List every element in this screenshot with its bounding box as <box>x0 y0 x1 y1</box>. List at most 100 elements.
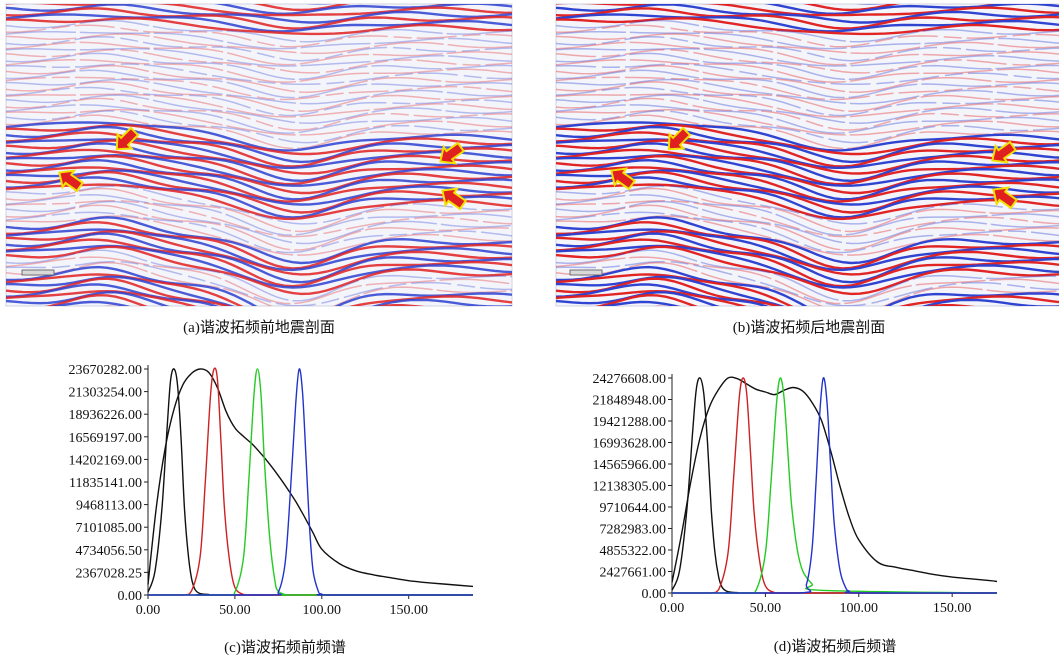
seismic-reflector <box>556 265 1059 306</box>
seismic-reflector <box>556 185 1059 225</box>
seismic-reflector <box>556 121 1059 152</box>
seismic-reflector <box>556 114 1059 150</box>
seismic-reflector <box>556 13 1059 33</box>
seismic-reflector <box>556 193 1059 236</box>
seismic-section-before <box>5 3 513 307</box>
seismic-reflector <box>556 245 1059 296</box>
seismic-reflector <box>6 176 512 219</box>
y-tick-label: 23670282.00 <box>69 363 143 378</box>
spectrum-series-line-0 <box>147 368 474 588</box>
seismic-reflector <box>6 260 512 306</box>
y-tick-label: 16993628.00 <box>593 436 667 451</box>
spectrum-series-line-3 <box>148 368 473 596</box>
seismic-reflector <box>6 108 512 136</box>
seismic-reflector <box>556 232 1059 284</box>
seismic-reflector <box>556 30 1059 50</box>
seismic-reflector <box>6 142 512 183</box>
seismic-reflector <box>556 52 1059 80</box>
y-tick-label: 2367028.25 <box>76 566 143 581</box>
seismic-reflector <box>556 78 1059 105</box>
seismic-reflector <box>6 277 425 306</box>
seismic-reflector <box>6 59 512 83</box>
seismic-reflector <box>6 193 512 236</box>
seismic-reflector <box>556 158 1059 201</box>
seismic-before-reflectors <box>6 4 512 306</box>
seismic-reflector <box>556 17 1059 36</box>
seismic-reflector <box>556 94 1059 124</box>
seismic-reflector <box>6 7 512 30</box>
y-tick-label: 0.00 <box>642 587 667 602</box>
seismic-reflector <box>6 36 512 62</box>
seismic-reflector <box>6 52 512 80</box>
seismic-reflector <box>6 86 512 117</box>
x-tick-label: 0.00 <box>660 601 685 616</box>
seismic-reflector <box>6 283 219 306</box>
spectrum-series-line-1 <box>147 368 473 596</box>
seismic-section-after <box>555 3 1059 307</box>
seismic-reflector <box>556 76 1059 101</box>
arrow-marker <box>115 126 140 151</box>
seismic-reflector <box>6 187 512 233</box>
y-tick-label: 12138305.00 <box>593 480 667 495</box>
x-tick-label: 0.00 <box>136 603 161 618</box>
seismic-reflector <box>556 24 1059 48</box>
arrow-marker <box>610 167 637 191</box>
seismic-reflector <box>6 249 512 302</box>
seismic-reflector <box>556 108 1059 136</box>
seismic-reflector <box>556 63 1059 86</box>
y-tick-label: 21303254.00 <box>69 386 143 401</box>
seismic-reflector <box>6 148 512 186</box>
seismic-reflector <box>6 245 512 296</box>
spectrum-chart-before: 0.00 2367028.25 4734056.50 7101085.00 946811… <box>69 363 474 618</box>
seismic-reflector <box>556 153 1059 187</box>
seismic-reflector <box>6 104 512 134</box>
arrow-marker <box>441 187 468 211</box>
seismic-reflector <box>556 204 1059 251</box>
seismic-reflector <box>6 17 512 36</box>
seismic-reflector <box>556 200 1059 245</box>
seismic-reflector <box>556 64 1059 93</box>
seismic-reflector <box>556 4 1059 24</box>
seismic-after-reflectors <box>556 4 1059 306</box>
y-tick-label: 7282983.00 <box>600 523 667 538</box>
spectrum-series-line-0 <box>671 376 998 583</box>
y-tick-label: 19421288.00 <box>593 415 667 430</box>
y-tick-label: 4734056.50 <box>76 544 143 559</box>
y-tick-label: 18936226.00 <box>69 408 143 423</box>
scale-bar-before <box>21 269 55 276</box>
seismic-reflector <box>6 121 512 152</box>
y-tick-label: 14202169.00 <box>69 453 143 468</box>
seismic-reflector <box>556 148 1059 186</box>
seismic-reflector <box>594 293 698 306</box>
seismic-reflector <box>556 277 975 306</box>
caption-seismic-after: (b)谐波拓频后地震剖面 <box>733 319 886 336</box>
seismic-reflector <box>6 94 512 124</box>
seismic-reflector <box>6 211 512 254</box>
seismic-reflector <box>6 19 512 43</box>
spectrum-series-line-2 <box>672 377 997 594</box>
seismic-reflector <box>6 185 512 225</box>
seismic-reflector <box>6 48 512 74</box>
seismic-reflector <box>556 48 1059 74</box>
seismic-reflector <box>6 204 512 251</box>
arrow-marker <box>58 169 85 193</box>
arrow-marker <box>667 126 692 151</box>
seismic-reflector <box>44 293 148 306</box>
y-tick-label: 7101085.00 <box>76 521 143 536</box>
seismic-reflector <box>556 199 1059 238</box>
scale-bar-after <box>569 269 603 276</box>
seismic-reflector <box>600 300 681 306</box>
x-tick-label: 50.00 <box>750 601 782 616</box>
caption-seismic-before: (a)谐波拓频前地震剖面 <box>183 319 335 336</box>
seismic-reflector <box>6 41 512 66</box>
seismic-reflector <box>6 47 512 67</box>
seismic-reflector <box>556 260 1059 306</box>
seismic-reflector <box>6 154 512 195</box>
seismic-reflector <box>6 110 512 144</box>
seismic-reflector <box>556 154 1059 195</box>
y-tick-label: 9468113.00 <box>76 499 142 514</box>
seismic-reflector <box>6 216 512 265</box>
seismic-reflector <box>556 211 1059 254</box>
seismic-reflector <box>556 59 1059 83</box>
y-tick-label: 14565966.00 <box>593 458 667 473</box>
